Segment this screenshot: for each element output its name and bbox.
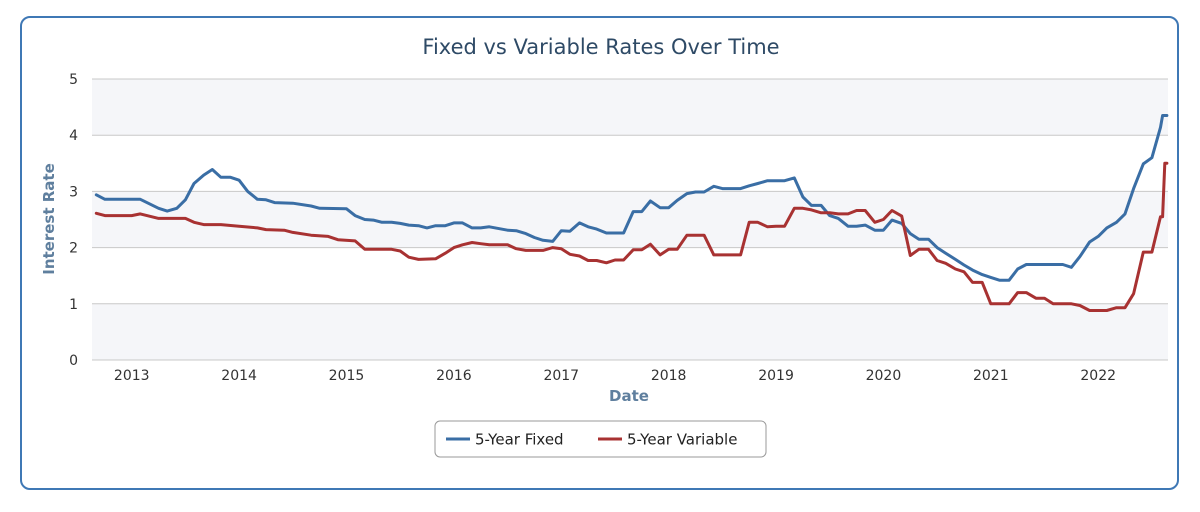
legend: 5-Year Fixed 5-Year Variable	[434, 420, 767, 458]
series-line-variable	[94, 161, 1169, 312]
plot-band	[92, 79, 1168, 136]
x-tick-label: 2016	[436, 368, 472, 384]
x-tick-label: 2019	[758, 368, 794, 384]
series-line-fixed	[94, 114, 1169, 282]
x-tick-label: 2018	[651, 368, 687, 384]
x-axis-label: Date	[609, 387, 649, 405]
legend-item-variable[interactable]: 5-Year Variable	[598, 431, 737, 449]
y-tick-label: 3	[69, 184, 78, 200]
y-tick-label: 0	[69, 353, 78, 369]
plot-band	[92, 303, 1168, 360]
x-tick-label: 2022	[1080, 368, 1116, 384]
x-tick-label: 2014	[221, 368, 257, 384]
legend-label: 5-Year Fixed	[475, 431, 564, 449]
legend-label: 5-Year Variable	[627, 431, 737, 449]
chart-title: Fixed vs Variable Rates Over Time	[422, 35, 779, 59]
x-tick-label: 2013	[114, 368, 150, 384]
y-axis-label: Interest Rate	[40, 163, 58, 275]
x-tick-label: 2015	[329, 368, 365, 384]
y-tick-label: 1	[69, 297, 78, 313]
x-tick-label: 2021	[973, 368, 1009, 384]
y-tick-label: 4	[69, 128, 78, 144]
x-tick-label: 2020	[866, 368, 902, 384]
y-tick-label: 5	[69, 72, 78, 88]
y-tick-label: 2	[69, 241, 78, 257]
x-tick-label: 2017	[543, 368, 579, 384]
legend-item-fixed[interactable]: 5-Year Fixed	[446, 431, 564, 449]
